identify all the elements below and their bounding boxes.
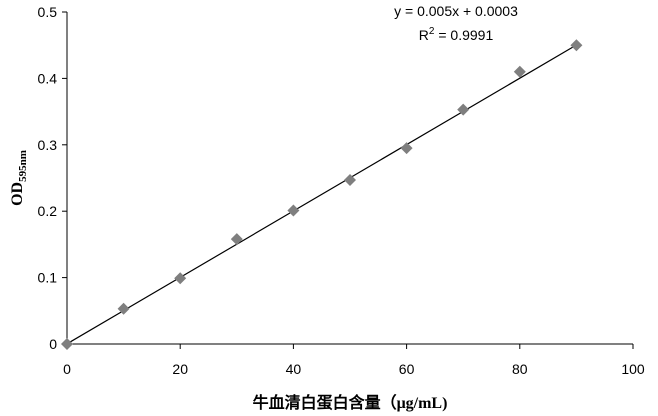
y-tick-label: 0.4 [38, 70, 58, 86]
chart: 牛血清白蛋白含量（μg/mL) OD595nm y = 0.005x + 0.0… [0, 0, 658, 416]
x-tick-label: 0 [63, 361, 71, 377]
trend-equation: y = 0.005x + 0.0003 [394, 3, 518, 19]
y-tick-label: 0.5 [38, 4, 58, 20]
x-axis-label: 牛血清白蛋白含量（μg/mL) [253, 393, 448, 412]
y-tick-label: 0 [49, 336, 57, 352]
r2-prefix: R [419, 27, 429, 43]
x-tick-label: 20 [172, 361, 188, 377]
x-tick-label: 80 [512, 361, 528, 377]
data-point [61, 338, 73, 350]
y-axis-label: OD595nm [9, 150, 29, 206]
x-tick-label: 40 [286, 361, 302, 377]
y-tick-label: 0.1 [38, 270, 58, 286]
y-axis-label-main: OD [9, 182, 26, 206]
data-point [174, 272, 186, 284]
data-point [570, 39, 582, 51]
y-tick-label: 0.2 [38, 203, 58, 219]
x-tick-label: 100 [621, 361, 645, 377]
data-point [287, 205, 299, 217]
y-axis-label-sub: 595nm [17, 150, 29, 182]
data-point [231, 233, 243, 245]
y-tick-label: 0.3 [38, 137, 58, 153]
x-tick-label: 60 [399, 361, 415, 377]
trendline [67, 45, 576, 344]
r2-suffix: = 0.9991 [434, 27, 493, 43]
data-point [401, 142, 413, 154]
r-squared: R2 = 0.9991 [419, 26, 494, 43]
